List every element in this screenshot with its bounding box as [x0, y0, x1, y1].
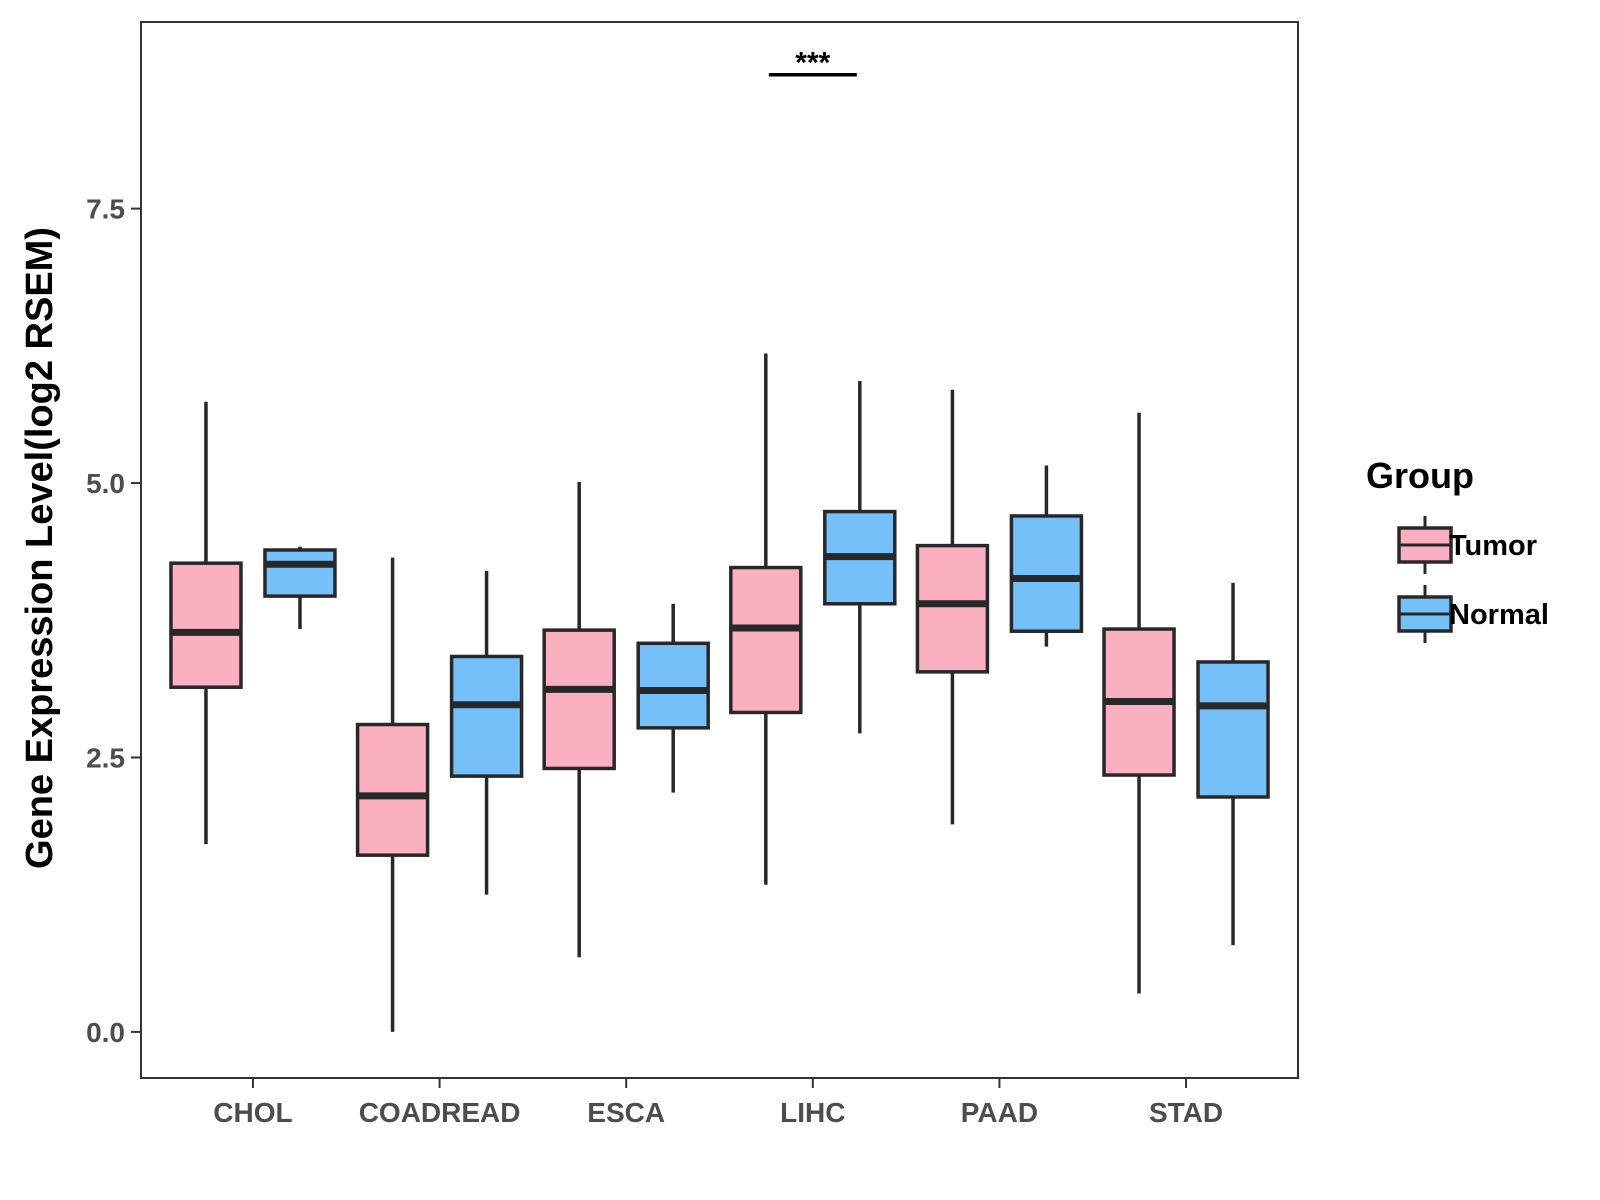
legend-item-normal: Normal: [1397, 585, 1549, 643]
legend-label-tumor: Tumor: [1449, 530, 1537, 562]
significance-label-lihc: ***: [795, 47, 830, 80]
series-tumor: [169, 353, 1176, 1032]
box-chol-tumor: [169, 561, 243, 689]
legend: Group Tumor Normal: [1366, 455, 1549, 643]
y-tick-label: 5.0: [86, 468, 125, 499]
x-tick-label-esca: ESCA: [587, 1097, 665, 1128]
box-coadread-normal: [449, 654, 524, 778]
x-tick-label-paad: PAAD: [961, 1097, 1038, 1128]
axes: 0.0 2.5 5.0 7.5 CHOL COADREAD ESCA LIHC PAAD STAD: [86, 194, 1223, 1128]
box-coadread-tumor: [355, 722, 430, 857]
legend-label-normal: Normal: [1449, 599, 1549, 631]
y-tick-label: 2.5: [86, 742, 125, 773]
y-tick-label: 7.5: [86, 194, 125, 225]
box-paad-tumor: [915, 543, 990, 674]
y-axis-title: Gene Expression Level(log2 RSEM): [19, 227, 61, 869]
series-normal: [263, 380, 1270, 946]
box-esca-tumor: [542, 628, 616, 771]
x-tick-label-lihc: LIHC: [780, 1097, 845, 1128]
box-stad-normal: [1196, 660, 1270, 799]
x-tick-label-chol: CHOL: [213, 1097, 292, 1128]
box-series: [169, 353, 1270, 1032]
box-lihc-tumor: [729, 565, 803, 715]
box-paad-normal: [1009, 514, 1084, 633]
box-chol-normal: [263, 548, 337, 598]
significance-annotations: ***: [768, 47, 857, 80]
box-esca-normal: [636, 641, 710, 730]
y-tick-label: 0.0: [86, 1017, 125, 1048]
x-tick-label-stad: STAD: [1149, 1097, 1223, 1128]
legend-title: Group: [1366, 455, 1474, 496]
x-tick-label-coadread: COADREAD: [359, 1097, 521, 1128]
legend-item-tumor: Tumor: [1397, 516, 1537, 574]
